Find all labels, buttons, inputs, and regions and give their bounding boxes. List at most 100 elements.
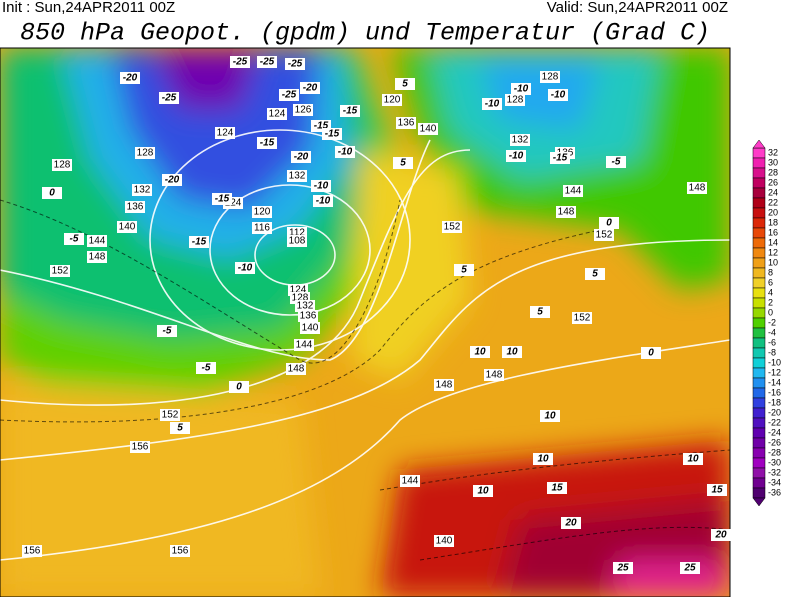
- colorbar-swatch: [752, 207, 766, 219]
- colorbar-label: 28: [768, 167, 778, 177]
- colorbar-swatch: [752, 237, 766, 249]
- temperature-label: -15: [260, 138, 275, 149]
- colorbar-arrow-bottom: [752, 497, 766, 507]
- temperature-label: -20: [294, 152, 309, 163]
- geopotential-label: 124: [269, 109, 286, 120]
- temperature-label-box: [162, 174, 182, 186]
- geopotential-label: 120: [384, 95, 401, 106]
- colorbar-label: -14: [768, 377, 781, 387]
- geopotential-label-box: [252, 206, 272, 218]
- colorbar-label: 16: [768, 227, 778, 237]
- geopotential-label-box: [50, 265, 70, 277]
- geopotential-label-box: [170, 545, 190, 557]
- geopotential-label: 136: [300, 311, 317, 322]
- colorbar-label: 10: [768, 257, 778, 267]
- geopotential-label-box: [594, 229, 614, 241]
- temperature-label-box: [229, 381, 249, 393]
- temperature-label: 5: [400, 158, 406, 169]
- geopotential-label-box: [135, 147, 155, 159]
- temperature-label: 20: [714, 530, 727, 541]
- temperature-label: 0: [49, 188, 55, 199]
- geopotential-label-box: [267, 108, 287, 120]
- temperature-label-box: [291, 151, 311, 163]
- geopotential-label-box: [252, 222, 272, 234]
- temperature-label: 10: [474, 347, 486, 358]
- colorbar-swatch: [752, 487, 766, 499]
- temperature-label-box: [550, 152, 570, 164]
- colorbar-label: -4: [768, 327, 776, 337]
- temperature-label-box: [64, 233, 84, 245]
- colorbar-swatch: [752, 177, 766, 189]
- valid-time: Valid: Sun,24APR2011 00Z: [547, 0, 728, 16]
- temperature-label-box: [470, 346, 490, 358]
- temperature-label-box: [285, 58, 305, 70]
- geopotential-label-box: [117, 221, 137, 233]
- geopotential-label: 120: [254, 207, 271, 218]
- colorbar-swatch: [752, 367, 766, 379]
- temperature-label: -10: [338, 147, 353, 158]
- colorbar-label: -2: [768, 317, 776, 327]
- geopotential-label: 128: [292, 293, 309, 304]
- temperature-label-box: [502, 346, 522, 358]
- colorbar-swatch: [752, 267, 766, 279]
- colorbar-label: 0: [768, 307, 773, 317]
- temperature-label: 0: [236, 382, 242, 393]
- temperature-label-box: [641, 347, 661, 359]
- temperature-label-box: [42, 187, 62, 199]
- temperature-label-box: [257, 56, 277, 68]
- temperature-label-box: [257, 137, 277, 149]
- colorbar-swatch: [752, 307, 766, 319]
- colorbar-swatch: [752, 467, 766, 479]
- colorbar-label: -36: [768, 487, 781, 497]
- colorbar-label: 20: [768, 207, 778, 217]
- temperature-label-box: [506, 150, 526, 162]
- colorbar-swatch: [752, 447, 766, 459]
- colorbar-swatch: [752, 387, 766, 399]
- geopotential-label-box: [22, 545, 42, 557]
- colorbar-swatch: [752, 277, 766, 289]
- geopotential-label: 132: [289, 171, 306, 182]
- temperature-label-box: [157, 325, 177, 337]
- colorbar-swatch: [752, 227, 766, 239]
- temperature-label: -20: [165, 175, 180, 186]
- colorbar-swatch: [752, 457, 766, 469]
- geopotential-label: 156: [172, 546, 189, 557]
- colorbar-label: 24: [768, 187, 778, 197]
- colorbar-label: -18: [768, 397, 781, 407]
- colorbar-swatch: [752, 187, 766, 199]
- temperature-label-box: [279, 89, 299, 101]
- temperature-label-box: [707, 484, 727, 496]
- temperature-label: 15: [551, 483, 563, 494]
- geopotential-label-box: [300, 322, 320, 334]
- temperature-label-box: [159, 92, 179, 104]
- geopotential-label-box: [294, 339, 314, 351]
- colorbar-label: -12: [768, 367, 781, 377]
- geopotential-label: 136: [398, 118, 415, 129]
- geopotential-label: 112: [289, 228, 305, 239]
- temperature-label-box: [340, 105, 360, 117]
- temperature-label-box: [454, 264, 474, 276]
- geopotential-label: 116: [254, 223, 270, 234]
- temperature-label: 5: [592, 269, 598, 280]
- init-time: Init : Sun,24APR2011 00Z: [2, 0, 175, 16]
- colorbar-label: -20: [768, 407, 781, 417]
- geopotential-label: 144: [565, 186, 582, 197]
- colorbar-label: 18: [768, 217, 778, 227]
- geopotential-label-box: [396, 117, 416, 129]
- colorbar-swatch: [752, 417, 766, 429]
- colorbar-swatch: [752, 377, 766, 389]
- temperature-label-box: [561, 517, 581, 529]
- temperature-label-box: [711, 529, 731, 541]
- temperature-label: -20: [123, 73, 138, 84]
- geopotential-label: 128: [137, 148, 154, 159]
- temperature-label: 5: [402, 79, 408, 90]
- colorbar-label: -28: [768, 447, 781, 457]
- geopotential-label: 140: [119, 222, 136, 233]
- geopotential-label: 128: [507, 95, 524, 106]
- geopotential-label-box: [298, 310, 318, 322]
- colorbar-label: -30: [768, 457, 781, 467]
- geopotential-label: 152: [444, 222, 461, 233]
- temperature-label-box: [393, 157, 413, 169]
- temperature-label-box: [300, 82, 320, 94]
- temperature-label: -5: [202, 363, 211, 374]
